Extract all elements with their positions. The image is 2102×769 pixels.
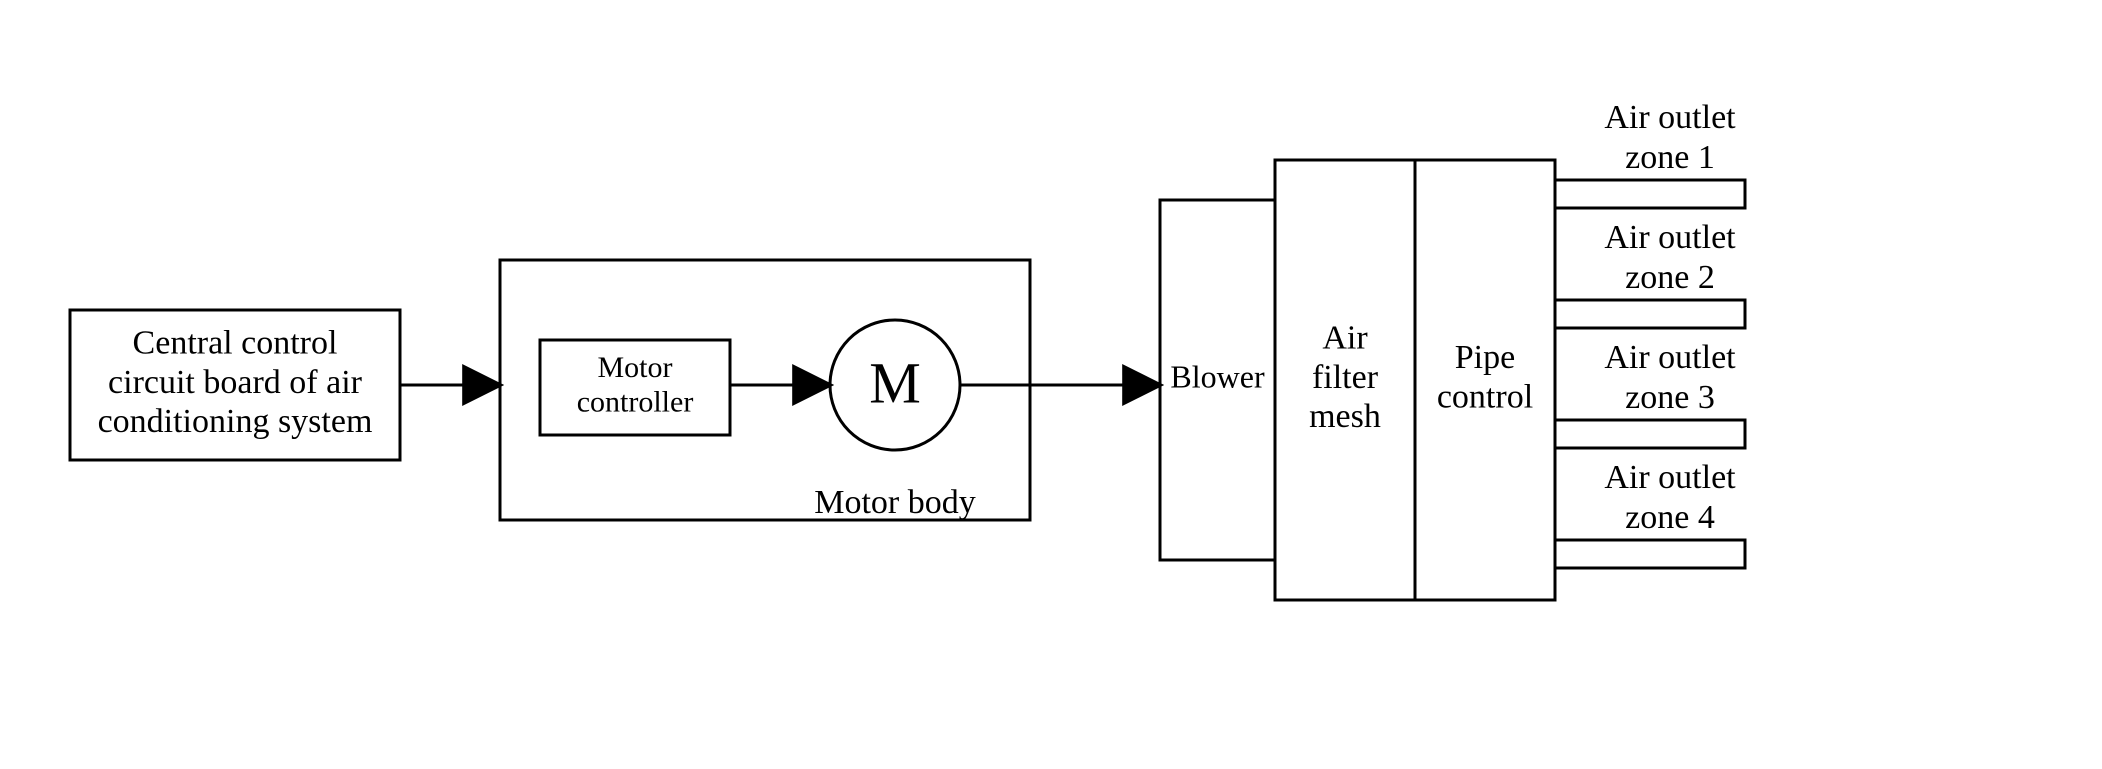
air-filter-mesh-box-label-line-0: Air — [1322, 320, 1368, 357]
motor-controller-box-label-line-0: Motor — [598, 351, 673, 384]
motor-body-symbol: M — [869, 350, 921, 415]
pipe-control-box-label-line-0: Pipe — [1455, 339, 1515, 376]
air-outlet-label-1-line-1: Air outlet — [1604, 99, 1736, 136]
air-filter-mesh-box-label-line-1: filter — [1312, 359, 1379, 396]
motor-body-label: Motor body — [814, 484, 976, 521]
air-outlet-label-4-line-1: Air outlet — [1604, 459, 1736, 496]
air-outlet-label-2-line-1: Air outlet — [1604, 219, 1736, 256]
air-outlet-label-3-line-2: zone 3 — [1625, 379, 1715, 416]
air-outlet-label-3-line-1: Air outlet — [1604, 339, 1736, 376]
blower-box-label-line-0: Blower — [1170, 358, 1265, 394]
central-control-box-label-line-1: circuit board of air — [108, 364, 363, 401]
block-diagram: Central controlcircuit board of aircondi… — [0, 0, 2102, 769]
central-control-box-label-line-2: conditioning system — [98, 403, 373, 440]
central-control-box-label-line-0: Central control — [133, 325, 338, 362]
air-outlet-label-4-line-2: zone 4 — [1625, 499, 1715, 536]
motor-controller-box-label-line-1: controller — [577, 386, 694, 419]
air-outlet-label-2-line-2: zone 2 — [1625, 259, 1715, 296]
pipe-control-box-label-line-1: control — [1437, 378, 1533, 415]
air-outlet-label-1-line-2: zone 1 — [1625, 139, 1715, 176]
air-filter-mesh-box-label-line-2: mesh — [1309, 398, 1381, 435]
